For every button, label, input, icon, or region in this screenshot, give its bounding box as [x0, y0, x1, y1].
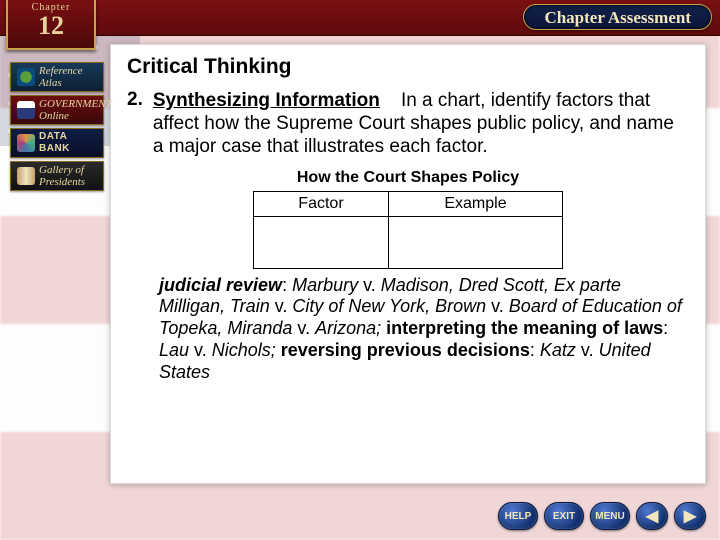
- section-title: Critical Thinking: [127, 55, 689, 79]
- sidebar-item-label: Gallery of: [39, 164, 85, 176]
- sidebar-item-label: DATA: [39, 131, 70, 143]
- help-button[interactable]: HELP: [498, 502, 538, 530]
- question-number: 2.: [127, 89, 143, 111]
- sidebar-item-gallery-presidents[interactable]: Gallery of Presidents: [10, 161, 104, 191]
- bottom-nav: HELP EXIT MENU ◀ ▶: [498, 502, 706, 530]
- table-cell: [388, 216, 562, 268]
- sidebar-item-label: Atlas: [39, 77, 83, 89]
- sidebar-item-data-bank[interactable]: DATA BANK: [10, 128, 104, 158]
- content-panel: Critical Thinking 2. Synthesizing Inform…: [110, 44, 706, 484]
- sidebar-nav: Reference Atlas GOVERNMENT Online DATA B…: [10, 62, 104, 191]
- sidebar-item-label: Reference: [39, 65, 83, 77]
- next-button[interactable]: ▶: [674, 502, 706, 530]
- policy-chart: How the Court Shapes Policy Factor Examp…: [127, 169, 689, 269]
- table-header: Example: [388, 191, 562, 216]
- chart-title: How the Court Shapes Policy: [127, 169, 689, 187]
- sidebar-item-government-online[interactable]: GOVERNMENT Online: [10, 95, 104, 125]
- menu-button[interactable]: MENU: [590, 502, 630, 530]
- question-body: Synthesizing Information In a chart, ide…: [153, 89, 689, 159]
- question-block: 2. Synthesizing Information In a chart, …: [127, 89, 689, 159]
- pie-chart-icon: [17, 134, 35, 152]
- exit-button[interactable]: EXIT: [544, 502, 584, 530]
- table-cell: [254, 216, 389, 268]
- sidebar-item-label: GOVERNMENT: [39, 98, 112, 110]
- globe-icon: [17, 68, 35, 86]
- chapter-badge: Chapter 12: [6, 0, 96, 50]
- table-row: [254, 216, 563, 268]
- sidebar-item-reference-atlas[interactable]: Reference Atlas: [10, 62, 104, 92]
- sidebar-item-label: Online: [39, 110, 112, 122]
- policy-table: Factor Example: [253, 191, 563, 269]
- sidebar-item-label: Presidents: [39, 176, 85, 188]
- capitol-icon: [17, 101, 35, 119]
- portrait-icon: [17, 167, 35, 185]
- sidebar-item-label: BANK: [39, 143, 70, 155]
- prev-button[interactable]: ◀: [636, 502, 668, 530]
- question-lead: Synthesizing Information: [153, 90, 380, 111]
- chapter-header: Chapter 12 Chapter Assessment: [0, 0, 720, 36]
- chapter-assessment-pill: Chapter Assessment: [523, 4, 712, 30]
- chapter-number: 12: [8, 15, 94, 37]
- answer-text: judicial review: Marbury v. Madison, Dre…: [127, 275, 689, 385]
- table-header: Factor: [254, 191, 389, 216]
